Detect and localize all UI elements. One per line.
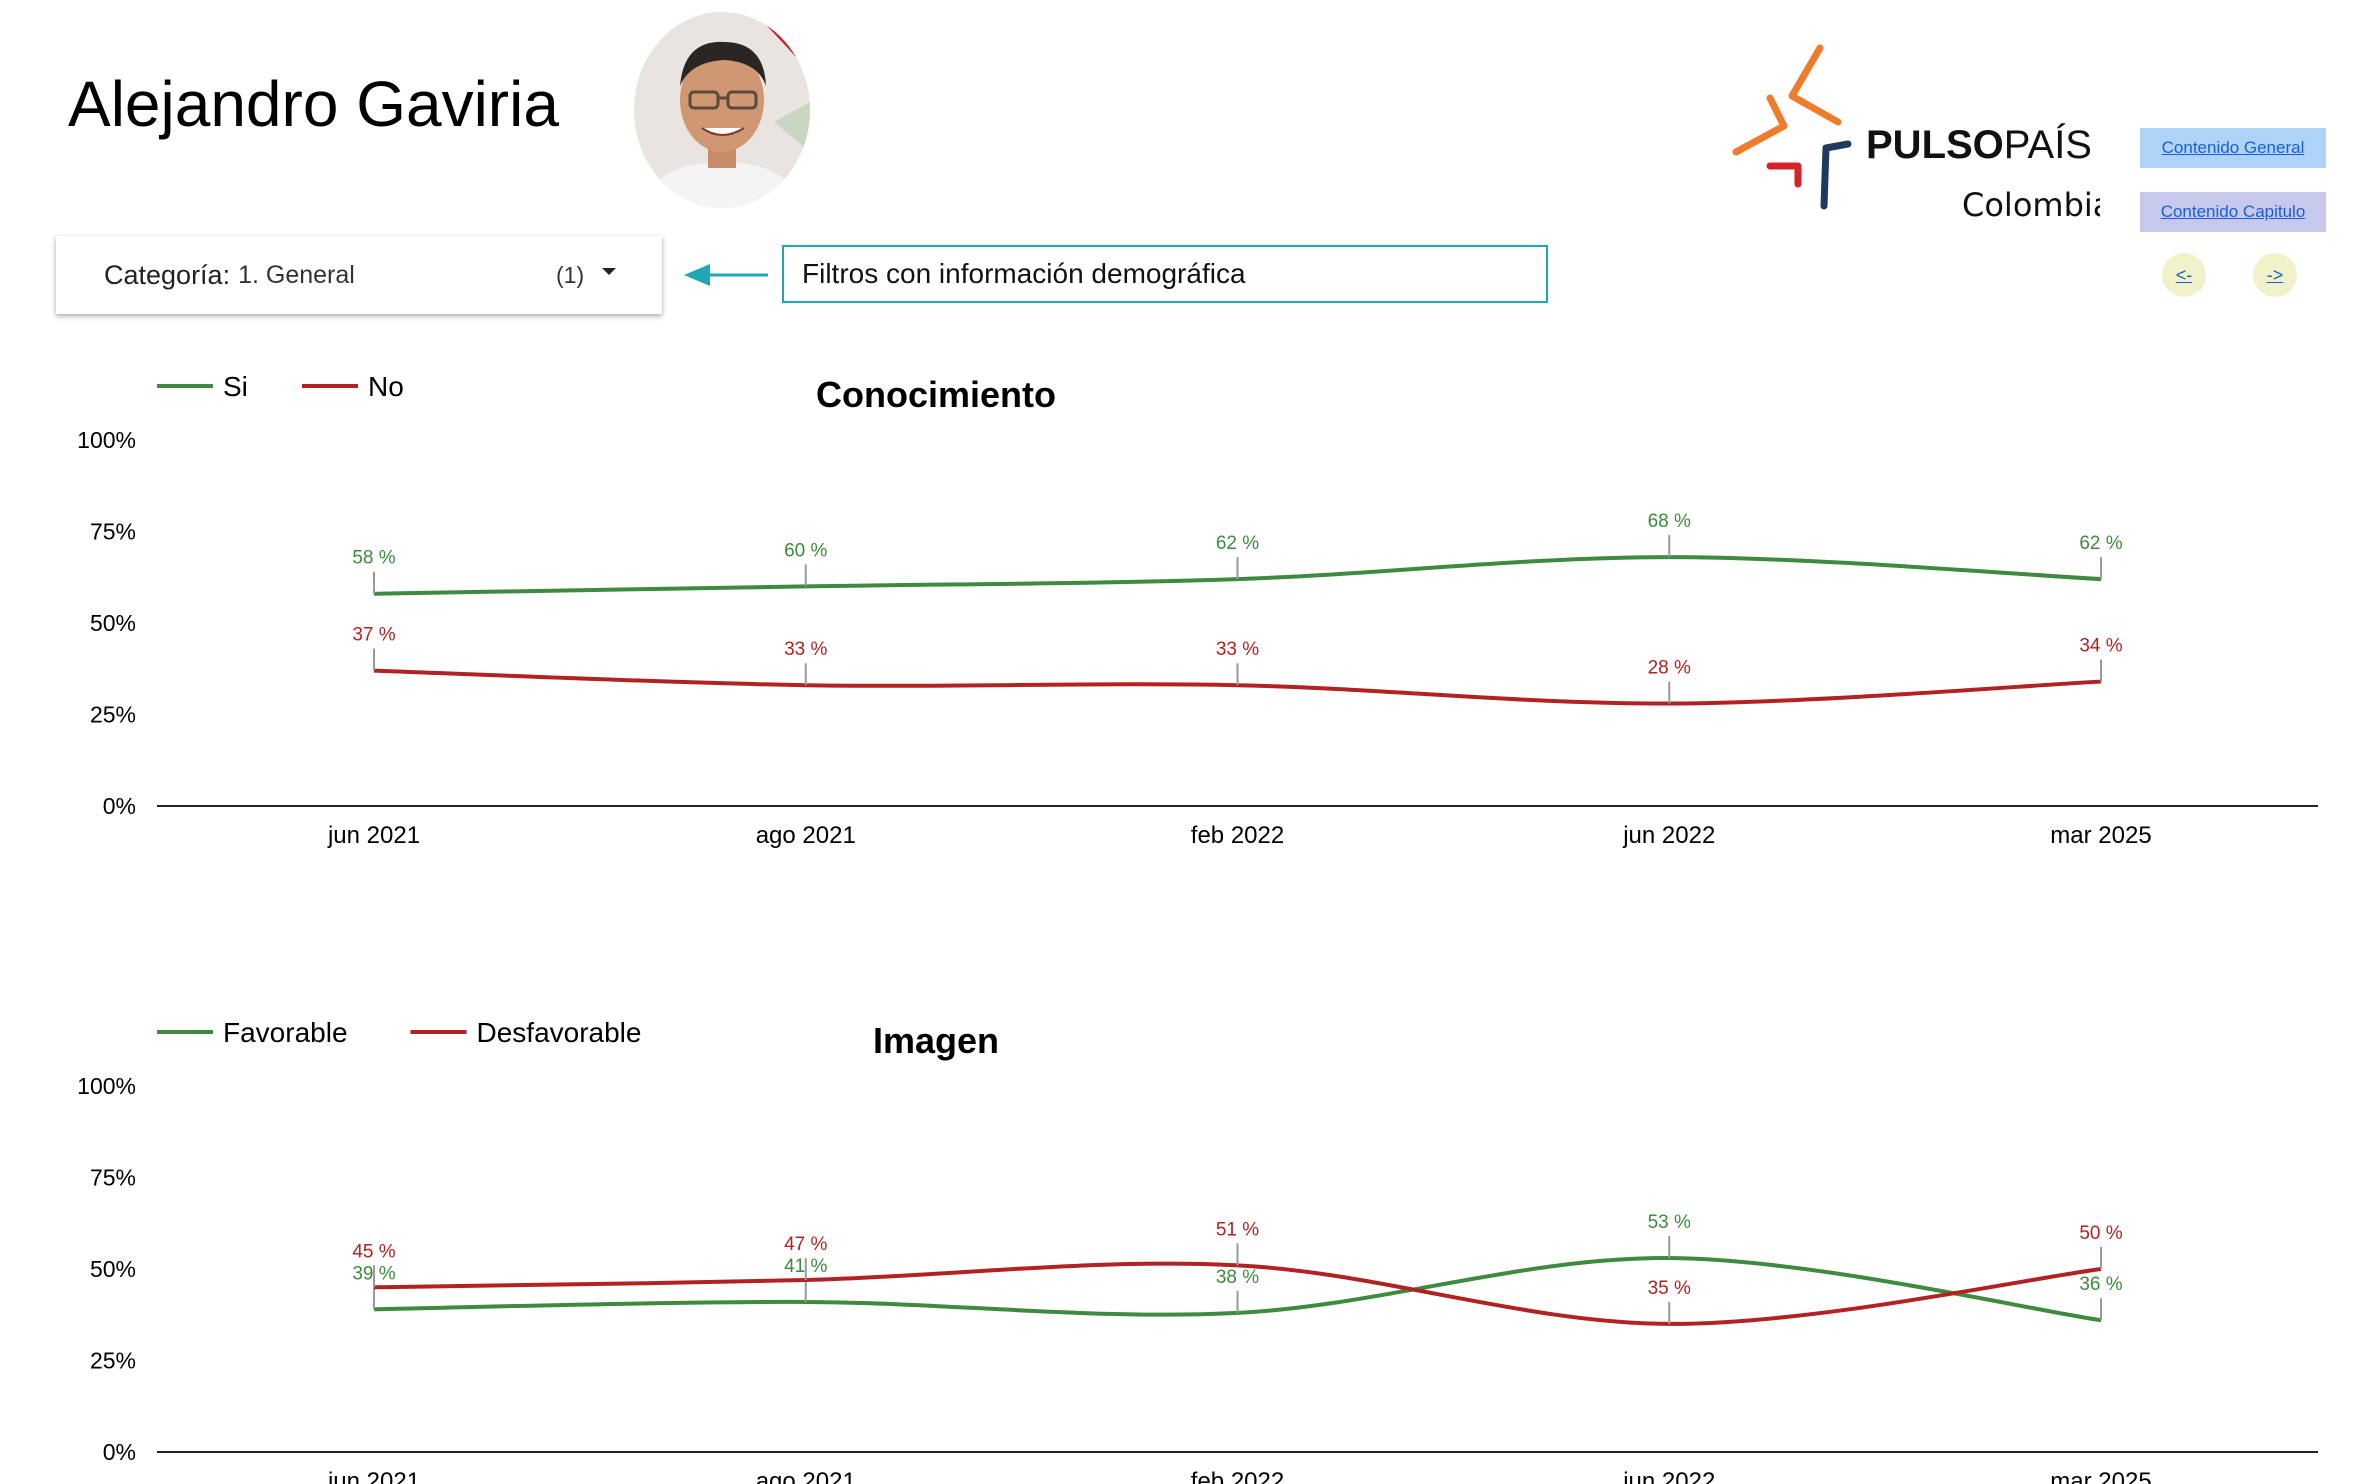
data-label: 47 % xyxy=(784,1234,827,1255)
imagen-chart: Imagen Favorable Desfavorable 0% 25% 50% 75% 10… xyxy=(77,1017,2318,1484)
data-label: 38 % xyxy=(1216,1267,1259,1288)
data-label: 58 % xyxy=(352,548,395,569)
filter-colon: : xyxy=(222,259,231,290)
data-label: 51 % xyxy=(1216,1219,1259,1240)
filter-value: 1. General xyxy=(238,260,355,289)
legend-label-favorable: Favorable xyxy=(223,1017,348,1048)
filter-count: (1) xyxy=(556,261,585,288)
data-label: 60 % xyxy=(784,540,827,561)
legend-label-si: Si xyxy=(223,371,248,402)
y-tick-label: 100% xyxy=(77,427,136,453)
x-tick-label: jun 2022 xyxy=(1622,822,1715,849)
data-label: 28 % xyxy=(1648,658,1691,679)
x-tick-label: mar 2025 xyxy=(2050,822,2151,849)
page-title: Alejandro Gaviria xyxy=(68,68,559,140)
y-tick-label: 0% xyxy=(103,793,136,819)
x-tick-label: ago 2021 xyxy=(756,1468,856,1484)
y-tick-label: 25% xyxy=(90,1348,136,1374)
data-label: 33 % xyxy=(1216,639,1259,660)
filter-label: Categoría xyxy=(104,259,223,290)
x-tick-label: jun 2021 xyxy=(327,1468,420,1484)
data-label: 34 % xyxy=(2079,636,2122,657)
x-tick-label: feb 2022 xyxy=(1191,822,1284,849)
data-label: 62 % xyxy=(1216,533,1259,554)
contenido-general-link[interactable]: Contenido General xyxy=(2140,128,2326,168)
pulsopais-logo: PULSOPAÍS Colombia xyxy=(1720,40,2112,230)
y-tick-label: 50% xyxy=(90,610,136,636)
data-label: 68 % xyxy=(1648,511,1691,532)
chart-title: Conocimiento xyxy=(816,374,1056,415)
y-tick-label: 75% xyxy=(90,519,136,545)
pulsopais-logo-mark: PULSOPAÍS Colombia xyxy=(1732,44,2112,224)
y-tick-label: 75% xyxy=(90,1165,136,1191)
x-tick-label: feb 2022 xyxy=(1191,1468,1284,1484)
portrait-image xyxy=(634,12,810,208)
series-line-si xyxy=(373,555,2102,596)
data-label: 50 % xyxy=(2079,1223,2122,1244)
demographic-filter-note: Filtros con información demográfica xyxy=(782,245,1548,303)
data-label: 33 % xyxy=(784,639,827,660)
previous-page-button[interactable]: <- xyxy=(2162,253,2206,297)
data-label: 37 % xyxy=(352,625,395,646)
svg-text:PULSOPAÍS: PULSOPAÍS xyxy=(1866,122,2092,167)
contenido-capitulo-link[interactable]: Contenido Capitulo xyxy=(2140,192,2326,232)
y-tick-label: 100% xyxy=(77,1073,136,1099)
caret-down-icon xyxy=(602,268,616,275)
x-tick-label: jun 2021 xyxy=(327,822,420,849)
legend-label-no: No xyxy=(368,371,404,402)
chart-title: Imagen xyxy=(873,1020,999,1061)
logo-brand-light: PAÍS xyxy=(2004,122,2092,167)
y-tick-label: 50% xyxy=(90,1256,136,1282)
y-tick-label: 25% xyxy=(90,702,136,728)
logo-brand-bold: PULSO xyxy=(1866,123,2004,167)
data-label: 62 % xyxy=(2079,533,2122,554)
category-filter-dropdown[interactable]: Categoría: 1. General (1) xyxy=(56,236,662,314)
legend-label-desfavorable: Desfavorable xyxy=(477,1017,642,1048)
x-tick-label: ago 2021 xyxy=(756,822,856,849)
data-label: 35 % xyxy=(1648,1278,1691,1299)
x-tick-label: jun 2022 xyxy=(1622,1468,1715,1484)
logo-country: Colombia xyxy=(1962,186,2100,224)
x-tick-label: mar 2025 xyxy=(2050,1468,2151,1484)
y-tick-label: 0% xyxy=(103,1439,136,1465)
series-line-favorable xyxy=(373,1256,2102,1323)
data-label: 36 % xyxy=(2079,1274,2122,1295)
data-label: 45 % xyxy=(352,1241,395,1262)
next-page-button[interactable]: -> xyxy=(2253,253,2297,297)
data-label: 53 % xyxy=(1648,1212,1691,1233)
conocimiento-chart: Conocimiento Si No 0% 25% 50% 75% 100% jun 2021 a… xyxy=(77,371,2318,849)
arrow-left-icon xyxy=(684,264,768,286)
politician-photo xyxy=(634,12,810,208)
